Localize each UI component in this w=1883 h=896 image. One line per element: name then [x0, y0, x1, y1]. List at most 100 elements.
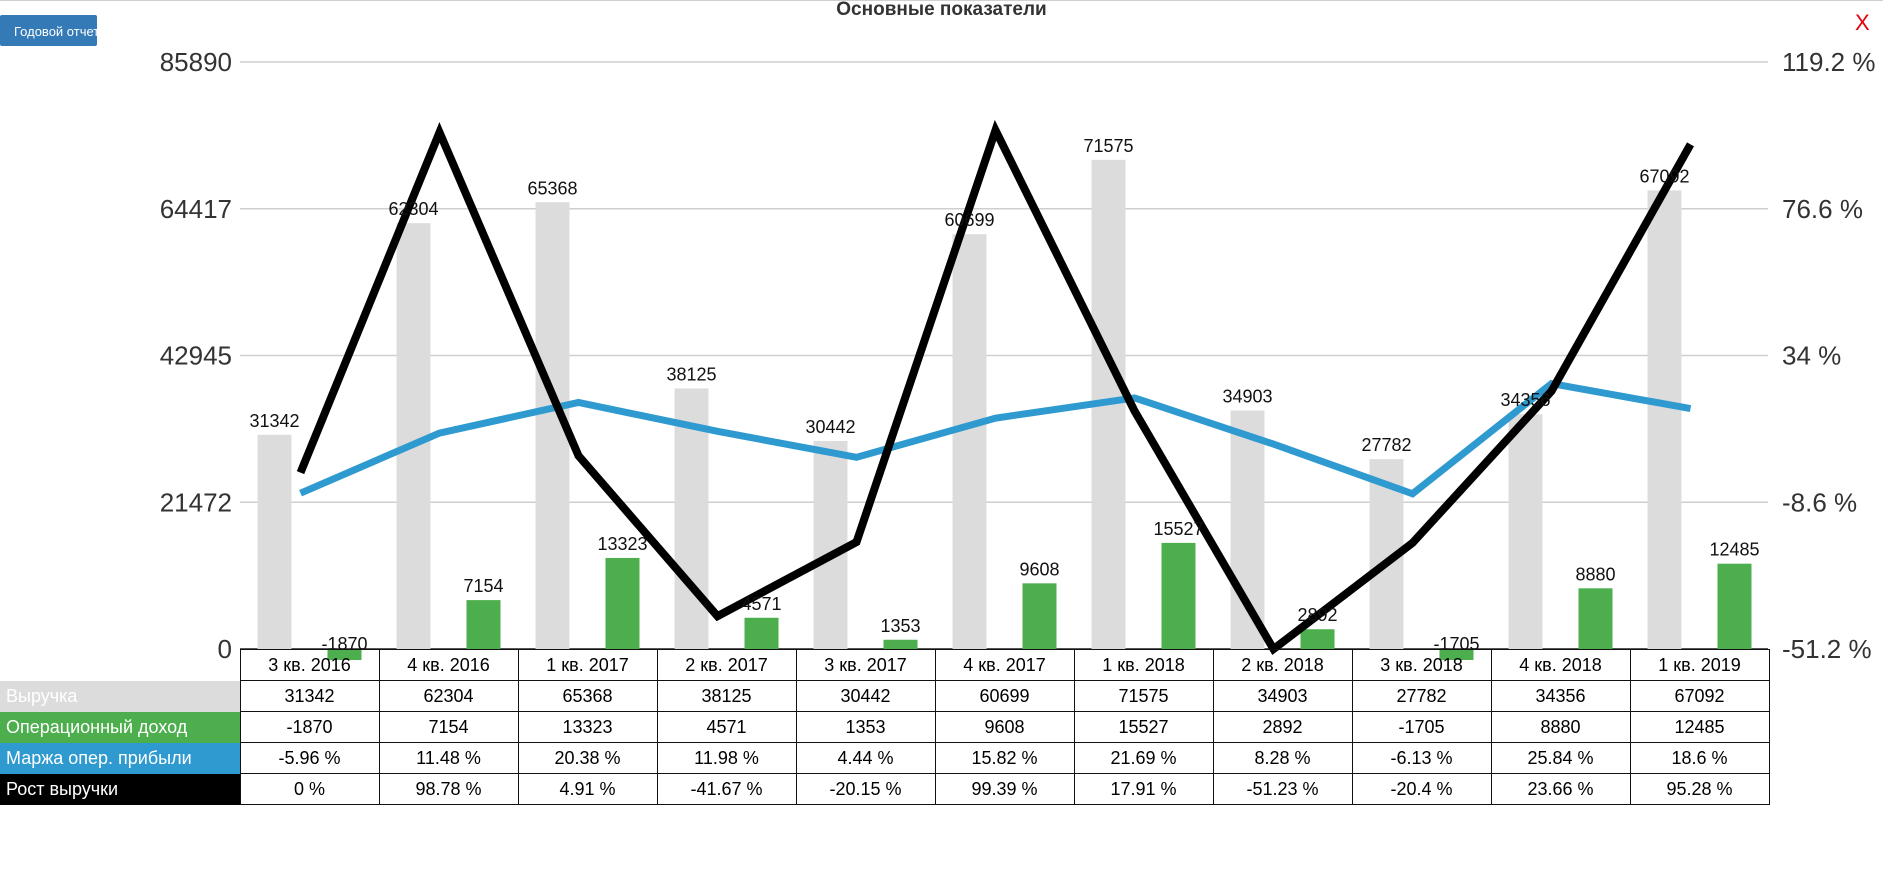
- left-tick-label: 42945: [160, 341, 232, 371]
- table-cell: 98.78 %: [378, 773, 519, 805]
- right-tick-label: -51.2 %: [1782, 634, 1872, 660]
- revenue-label: 34356: [1500, 390, 1550, 410]
- revenue-label: 38125: [666, 364, 716, 384]
- op-income-label: 9608: [1019, 559, 1059, 579]
- chart-title: Основные показатели: [836, 0, 1047, 20]
- table-cell: 11.48 %: [378, 742, 519, 774]
- category-header: 4 кв. 2016: [378, 649, 519, 681]
- left-tick-label: 85890: [160, 47, 232, 77]
- top-border: [0, 0, 1883, 1]
- op-income-bar: [1300, 629, 1335, 649]
- table-cell: 7154: [378, 711, 519, 743]
- table-corner: [0, 650, 240, 681]
- op-income-label: 7154: [463, 576, 503, 596]
- right-tick-label: 119.2 %: [1782, 47, 1875, 77]
- table-cell: -1870: [239, 711, 380, 743]
- op-income-bar: [1161, 542, 1196, 649]
- op-income-label: 12485: [1709, 540, 1759, 560]
- series-name: Рост выручки: [0, 773, 240, 805]
- op-income-label: 2892: [1297, 605, 1337, 625]
- table-header-row: 3 кв. 2016 4 кв. 2016 1 кв. 2017 2 кв. 2017…: [0, 649, 1770, 681]
- category-header: 4 кв. 2018: [1490, 649, 1631, 681]
- close-icon[interactable]: X: [1855, 10, 1870, 35]
- op-income-label: 8880: [1575, 564, 1615, 584]
- annual-report-button[interactable]: Годовой отчет: [0, 15, 97, 46]
- margin-line: [299, 379, 1692, 498]
- table-cell: 23.66 %: [1490, 773, 1631, 805]
- table-row: Маржа опер. прибыли -5.96 % 11.48 % 20.38 %…: [0, 742, 1770, 774]
- op-income-bar: [1717, 563, 1752, 649]
- revenue-label: 30442: [805, 417, 855, 437]
- table-cell: 65368: [517, 680, 658, 712]
- table-cell: 13323: [517, 711, 658, 743]
- revenue-bar: [257, 434, 292, 649]
- table-cell: -20.4 %: [1351, 773, 1492, 805]
- table-cell: 27782: [1351, 680, 1492, 712]
- series-name: Операционный доход: [0, 711, 240, 743]
- table-cell: 4571: [656, 711, 797, 743]
- op-income-bar: [466, 600, 501, 649]
- table-cell: 8.28 %: [1212, 742, 1353, 774]
- revenue-label: 65368: [527, 178, 577, 198]
- left-tick-label: 0: [218, 634, 232, 660]
- revenue-label: 60699: [944, 210, 994, 230]
- table-row: Выручка 31342 62304 65368 38125 30442 60699 715…: [0, 680, 1770, 712]
- table-cell: -51.23 %: [1212, 773, 1353, 805]
- table-cell: 67092: [1629, 680, 1770, 712]
- table-cell: 34356: [1490, 680, 1631, 712]
- category-header: 1 кв. 2019: [1629, 649, 1770, 681]
- op-income-bar: [1578, 588, 1613, 649]
- category-header: 3 кв. 2016: [239, 649, 380, 681]
- table-row: Рост выручки 0 % 98.78 % 4.91 % -41.67 % -20.…: [0, 773, 1770, 805]
- series-name: Выручка: [0, 680, 240, 712]
- left-tick-label: 21472: [160, 487, 232, 517]
- revenue-bar: [1647, 190, 1682, 649]
- left-axis-ticks: 0 21472 42945 64417 85890: [160, 47, 232, 660]
- right-axis-ticks: -51.2 % -8.6 % 34 % 76.6 % 119.2 %: [1782, 47, 1875, 660]
- category-header: 3 кв. 2018: [1351, 649, 1492, 681]
- table-cell: 4.44 %: [795, 742, 936, 774]
- op-income-label: 1353: [880, 616, 920, 636]
- table-cell: 17.91 %: [1073, 773, 1214, 805]
- revenue-bar: [1230, 410, 1265, 649]
- category-header: 1 кв. 2017: [517, 649, 658, 681]
- table-cell: 31342: [239, 680, 380, 712]
- table-cell: -41.67 %: [656, 773, 797, 805]
- revenue-label: 67092: [1639, 166, 1689, 186]
- category-header: 2 кв. 2017: [656, 649, 797, 681]
- table-cell: -5.96 %: [239, 742, 380, 774]
- revenue-bar: [1508, 414, 1543, 649]
- right-tick-label: 76.6 %: [1782, 194, 1863, 224]
- table-cell: 34903: [1212, 680, 1353, 712]
- table-cell: -6.13 %: [1351, 742, 1492, 774]
- table-cell: 99.39 %: [934, 773, 1075, 805]
- table-cell: 71575: [1073, 680, 1214, 712]
- lines: [296, 119, 1694, 656]
- table-cell: 11.98 %: [656, 742, 797, 774]
- category-header: 4 кв. 2017: [934, 649, 1075, 681]
- table-cell: 18.6 %: [1629, 742, 1770, 774]
- op-income-bar: [883, 639, 918, 649]
- op-income-bar: [744, 617, 779, 649]
- table-cell: 9608: [934, 711, 1075, 743]
- revenue-label: 62304: [388, 199, 438, 219]
- revenue-bar: [813, 440, 848, 649]
- op-income-label: 4571: [741, 594, 781, 614]
- data-table: 3 кв. 2016 4 кв. 2016 1 кв. 2017 2 кв. 2017…: [0, 649, 1770, 805]
- table-cell: -20.15 %: [795, 773, 936, 805]
- op-income-bar: [605, 557, 640, 649]
- table-cell: 60699: [934, 680, 1075, 712]
- table-cell: 4.91 %: [517, 773, 658, 805]
- revenue-bar: [952, 234, 987, 649]
- category-header: 1 кв. 2018: [1073, 649, 1214, 681]
- table-row: Операционный доход -1870 7154 13323 4571 1353…: [0, 711, 1770, 743]
- chart: 0 21472 42945 64417 85890 -51.2 % -8.6 % 34 % 7…: [160, 47, 1875, 660]
- table-cell: -1705: [1351, 711, 1492, 743]
- table-cell: 62304: [378, 680, 519, 712]
- revenue-label: 31342: [249, 411, 299, 431]
- table-cell: 8880: [1490, 711, 1631, 743]
- table-cell: 95.28 %: [1629, 773, 1770, 805]
- revenue-label: 27782: [1361, 435, 1411, 455]
- right-tick-label: 34 %: [1782, 341, 1841, 371]
- right-tick-label: -8.6 %: [1782, 487, 1857, 517]
